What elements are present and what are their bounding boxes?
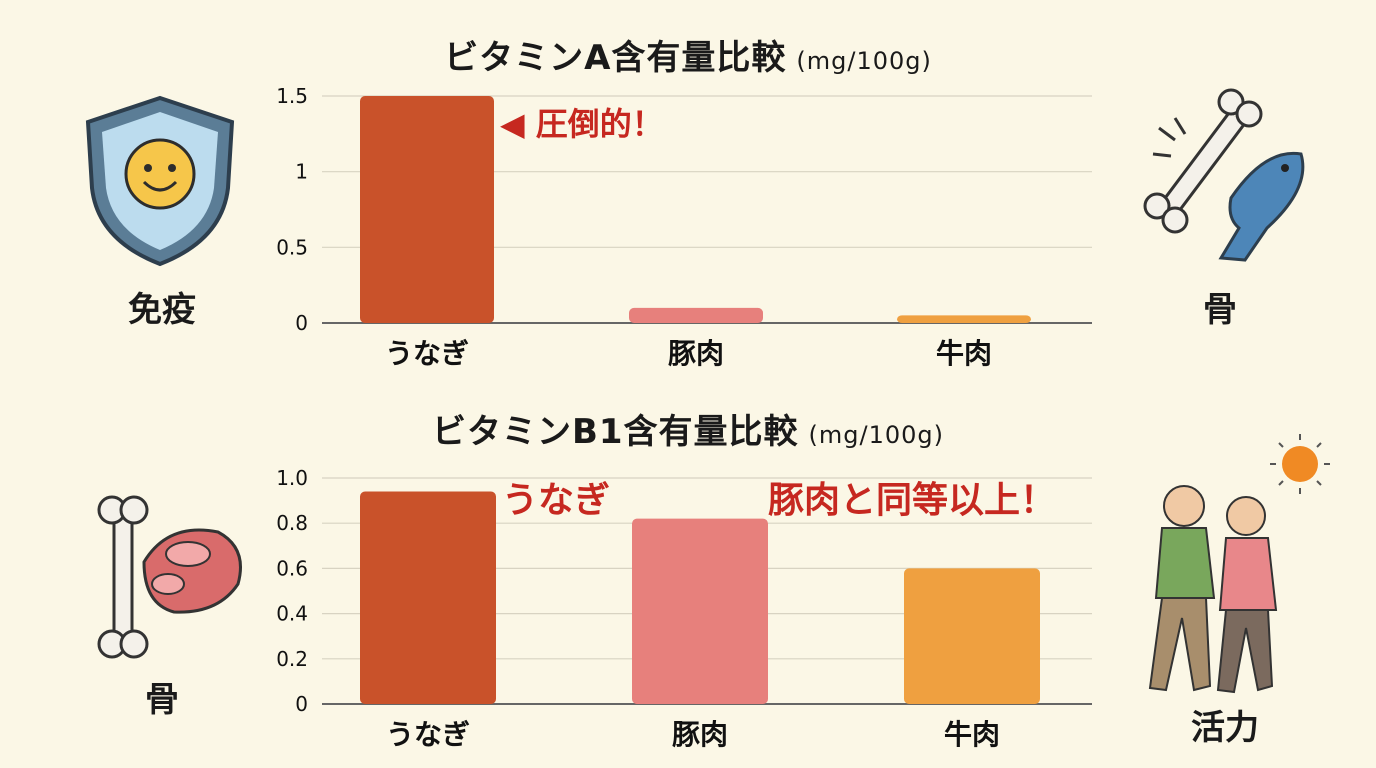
chart-b-category-label-2: 牛肉	[944, 718, 1000, 751]
chart-b-y-tick-2: 0.4	[276, 602, 308, 626]
chart-b-y-tick-0: 0	[295, 692, 308, 716]
vitality-label: 活力	[1191, 708, 1259, 748]
shield-smile-icon	[85, 95, 235, 267]
bone-fish-icon	[1143, 88, 1305, 262]
chart-b-bar-2	[904, 568, 1040, 704]
chart-b-callout-pork: 豚肉と同等以上！	[768, 480, 1056, 521]
immunity-label: 免疫	[128, 290, 196, 330]
bone-label-top: 骨	[1203, 290, 1237, 330]
chart-a-y-tick-2: 1	[295, 160, 308, 184]
chart-b-category-label-1: 豚肉	[672, 718, 728, 751]
chart-b-title: ビタミンB1含有量比較 (mg/100g)	[0, 404, 1376, 453]
chart-a-y-tick-1: 0.5	[276, 235, 308, 259]
bone-meat-icon	[97, 495, 242, 659]
chart-b-bar-1	[632, 518, 768, 704]
chart-a-title: ビタミンA含有量比較 (mg/100g)	[0, 30, 1376, 79]
chart-a-y-tick-0: 0	[295, 311, 308, 335]
chart-a-y-tick-3: 1.5	[276, 84, 308, 108]
chart-a-bar-1	[629, 307, 763, 323]
chart-b-y-tick-1: 0.2	[276, 647, 308, 671]
chart-a-category-label-1: 豚肉	[668, 337, 724, 370]
chart-a-category-label-2: 牛肉	[936, 337, 992, 370]
chart-a-category-label-0: うなぎ	[385, 337, 469, 370]
chart-b-y-tick-4: 0.8	[276, 511, 308, 535]
chart-b-bar-0	[360, 491, 496, 704]
chart-b-category-label-0: うなぎ	[386, 718, 470, 751]
chart-b-unit: (mg/100g)	[808, 421, 945, 449]
elderly-walking-sun-icon	[1148, 434, 1330, 694]
chart-b-y-tick-5: 1.0	[276, 466, 308, 490]
chart-b-title-text: ビタミンB1含有量比較	[431, 412, 799, 452]
chart-a-unit: (mg/100g)	[796, 47, 932, 75]
chart-b-callout-unagi: うなぎ	[502, 480, 610, 521]
chart-a-bar-2	[897, 315, 1031, 323]
chart-a-bar-0	[360, 96, 494, 323]
vitamin-a-chart: 1.5 1 0.5 0 牛肉 豚肉 うなぎ ◀ 圧倒的！	[276, 84, 1092, 370]
bone-label-bottom: 骨	[145, 680, 179, 720]
chart-a-callout: ◀ 圧倒的！	[500, 105, 664, 143]
vitamin-b1-chart: 1.0 0.8 0.6 0.4 0.2 0 牛肉 豚肉 うなぎ うなぎ 豚肉と同等以上！	[276, 466, 1092, 751]
chart-b-y-tick-3: 0.6	[276, 556, 308, 580]
chart-a-title-text: ビタミンA含有量比較	[444, 38, 787, 78]
